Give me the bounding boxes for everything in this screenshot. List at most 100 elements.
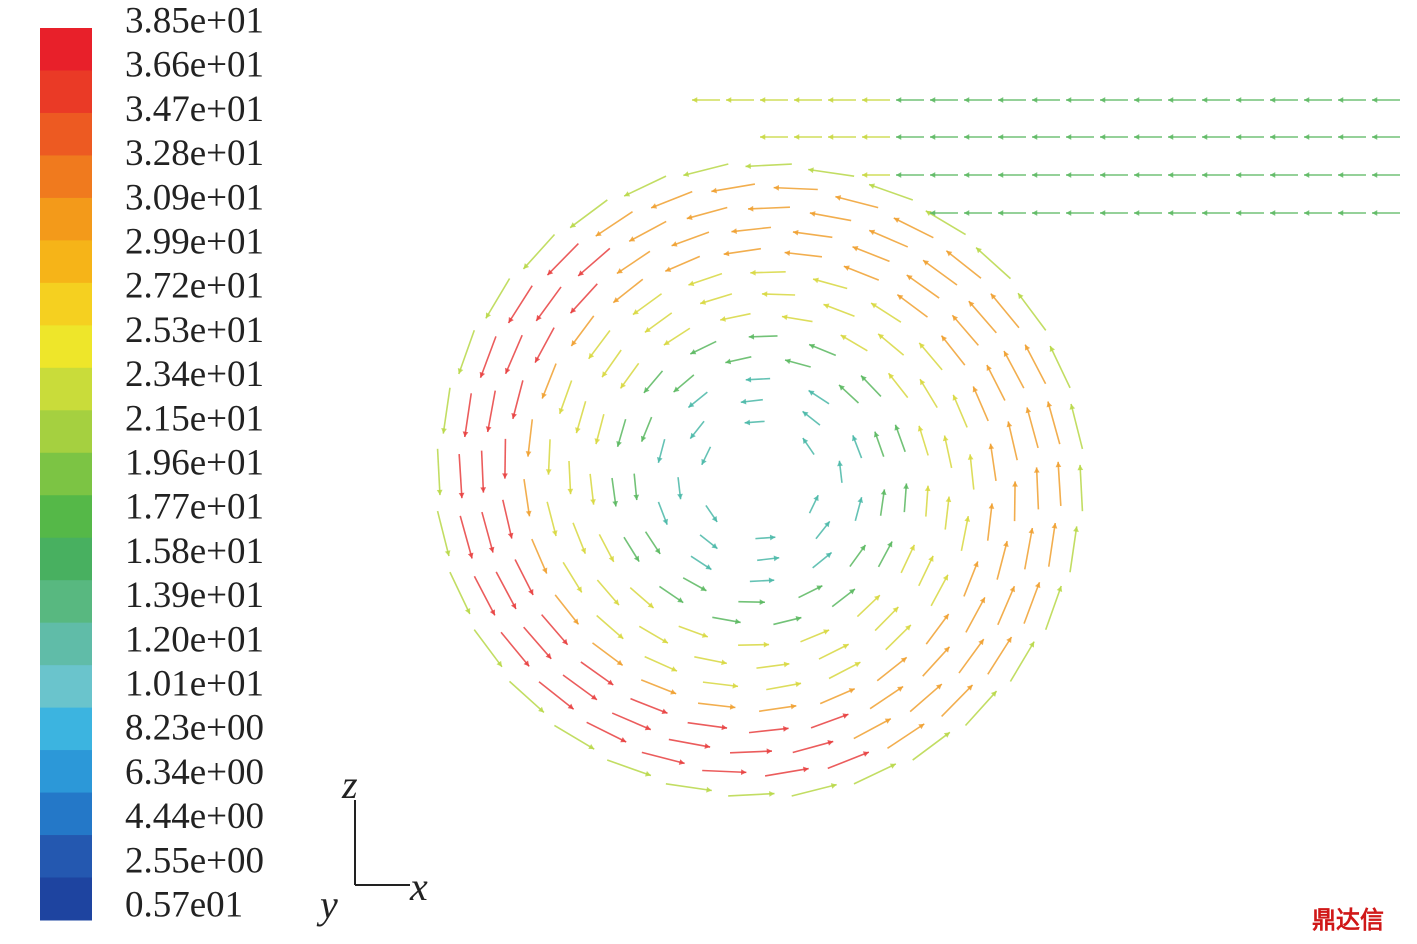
vector-head: [906, 275, 913, 281]
vector-head: [769, 534, 776, 541]
vector-shaft: [750, 270, 786, 274]
colorbar-band: [40, 240, 92, 284]
vector-head: [843, 265, 850, 271]
vector-head: [964, 97, 970, 103]
vector-head: [700, 585, 707, 591]
vector-head: [617, 633, 624, 639]
vector-shaft: [546, 501, 557, 537]
vector-shaft: [996, 540, 1008, 580]
vector-head: [1032, 172, 1038, 178]
vector-head: [1168, 97, 1174, 103]
vector-head: [1236, 97, 1242, 103]
vector-shaft: [694, 656, 728, 665]
vector-shaft: [562, 674, 598, 701]
vector-shaft: [616, 250, 651, 275]
vector-head: [690, 432, 696, 439]
vector-head: [613, 599, 619, 606]
vector-head: [766, 748, 773, 755]
vector-shaft: [644, 655, 678, 672]
vector-head: [1025, 407, 1032, 414]
vector-head: [705, 564, 712, 570]
colorbar-band: [40, 877, 92, 921]
vector-shaft: [766, 682, 802, 691]
vector-head: [640, 435, 647, 442]
vector-shaft: [623, 175, 667, 197]
vector-shaft: [731, 226, 772, 233]
vector-shaft: [1047, 522, 1057, 567]
vector-head: [979, 597, 985, 604]
vector-head: [1236, 210, 1242, 216]
vector-head: [930, 172, 936, 178]
vector-shaft: [960, 516, 970, 552]
vector-head: [1304, 210, 1310, 216]
vector-shaft: [495, 571, 517, 610]
vector-head: [643, 386, 650, 393]
vector-shaft: [553, 724, 595, 750]
vector-head: [485, 312, 492, 319]
vector-shaft: [554, 594, 580, 625]
vector-shaft: [987, 636, 1013, 675]
vector-shaft: [885, 624, 912, 651]
vector-shaft: [761, 293, 796, 296]
vector-head: [624, 191, 631, 197]
vector-head: [441, 428, 447, 434]
vector-head: [496, 660, 502, 667]
vector-head: [740, 398, 747, 405]
vector-shaft: [1044, 585, 1062, 631]
vector-head: [732, 682, 739, 689]
legend-label: 2.34e+01: [125, 354, 264, 395]
vector-head: [760, 134, 766, 140]
vector-shaft: [808, 168, 855, 177]
vector-head: [1168, 134, 1174, 140]
vector-head: [536, 314, 542, 321]
vector-head: [773, 555, 780, 562]
vector-shaft: [458, 453, 463, 499]
vector-head: [572, 618, 579, 625]
vector-head: [662, 518, 668, 525]
vector-shaft: [1057, 461, 1062, 507]
vector-head: [966, 684, 973, 691]
vector-head: [920, 379, 926, 386]
vector-head: [578, 270, 585, 276]
vector-shaft: [1049, 345, 1071, 389]
vector-shaft: [611, 712, 652, 731]
vector-head: [1134, 210, 1140, 216]
vector-shaft: [547, 439, 551, 475]
vector-shaft: [534, 327, 555, 364]
vector-shaft: [580, 661, 614, 686]
vector-head: [683, 171, 690, 177]
vector-head: [502, 473, 508, 479]
vector-head: [861, 375, 867, 382]
vector-head: [884, 718, 891, 724]
vector-shaft: [918, 342, 943, 371]
vector-head: [644, 724, 651, 731]
vector-head: [645, 771, 651, 777]
vector-head: [607, 679, 614, 685]
vector-shaft: [1035, 467, 1040, 510]
vector-head: [711, 515, 718, 522]
vector-shaft: [756, 662, 790, 669]
vector-head: [878, 333, 885, 340]
vector-shaft: [586, 721, 627, 743]
vector-head: [952, 394, 958, 401]
vector-shaft: [480, 450, 485, 493]
vector-head: [1100, 210, 1106, 216]
legend-label: 0.57e01: [125, 884, 243, 925]
axis-triad: z x y: [316, 762, 428, 927]
vector-shaft: [504, 438, 507, 479]
vector-head: [545, 469, 552, 475]
vector-shaft: [887, 723, 925, 749]
vector-head: [1270, 172, 1276, 178]
vector-shaft: [906, 274, 940, 299]
vector-head: [1100, 134, 1106, 140]
vector-head: [465, 608, 471, 614]
vector-head: [1168, 172, 1174, 178]
vector-shaft: [569, 283, 598, 314]
vector-head: [1049, 346, 1055, 352]
vector-head: [1270, 134, 1276, 140]
vector-shaft: [1070, 403, 1084, 450]
vector-head: [633, 494, 640, 501]
colorbar-band: [40, 835, 92, 879]
y-label: y: [316, 882, 338, 927]
vector-shaft: [436, 510, 450, 557]
